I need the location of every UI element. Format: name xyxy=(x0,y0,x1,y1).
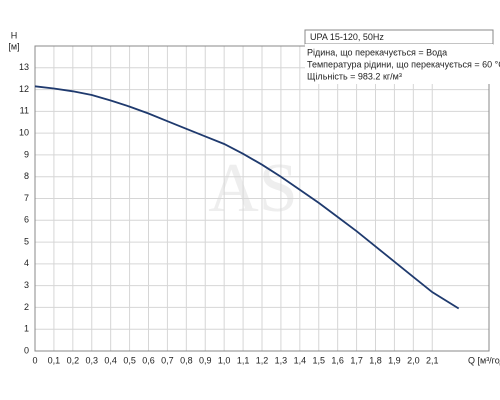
x-tick-label: 1,3 xyxy=(275,355,288,365)
info-line: Щільність = 983.2 кг/м³ xyxy=(307,71,402,81)
y-tick-label: 9 xyxy=(24,149,29,159)
x-tick-label: 1,9 xyxy=(388,355,401,365)
y-tick-label: 13 xyxy=(19,62,29,72)
x-tick-label: 1,0 xyxy=(218,355,231,365)
x-tick-label: 1,7 xyxy=(350,355,363,365)
x-tick-label: 2,0 xyxy=(407,355,420,365)
y-tick-label: 4 xyxy=(24,258,29,268)
x-tick-label: 0,8 xyxy=(180,355,193,365)
y-tick-label: 1 xyxy=(24,324,29,334)
curve xyxy=(34,85,460,310)
y-tick-label: 7 xyxy=(24,193,29,203)
y-tick-label: 6 xyxy=(24,215,29,225)
x-tick-label: 1,6 xyxy=(331,355,344,365)
y-tick-label: 10 xyxy=(19,128,29,138)
y-tick-label: 8 xyxy=(24,171,29,181)
y-tick-label: 3 xyxy=(24,280,29,290)
chart-title: UPA 15-120, 50Hz xyxy=(310,32,384,42)
y-tick-label: 0 xyxy=(24,345,29,355)
x-tick-label: 0,3 xyxy=(85,355,98,365)
watermark: AS xyxy=(208,150,297,227)
y-tick-label: 5 xyxy=(24,236,29,246)
x-tick-label: 1,4 xyxy=(294,355,307,365)
x-axis-label: Q [м³/год.] xyxy=(468,355,500,365)
y-tick-label: 2 xyxy=(24,302,29,312)
y-tick-label: 12 xyxy=(19,84,29,94)
info-line: Рідина, що перекачується = Вода xyxy=(307,47,447,57)
y-tick-label: 11 xyxy=(20,106,29,116)
x-tick-label: 2,1 xyxy=(426,355,439,365)
x-tick-label: 1,1 xyxy=(237,355,250,365)
x-tick-label: 0 xyxy=(32,355,37,365)
x-tick-label: 1,8 xyxy=(369,355,382,365)
x-tick-label: 0,9 xyxy=(199,355,212,365)
plot-frame xyxy=(34,45,490,352)
y-axis-unit: [м] xyxy=(8,41,19,51)
x-tick-label: 0,4 xyxy=(104,355,117,365)
x-tick-label: 0,1 xyxy=(48,355,61,365)
x-tick-label: 0,7 xyxy=(161,355,174,365)
x-tick-label: 1,5 xyxy=(312,355,325,365)
x-tick-label: 0,5 xyxy=(123,355,136,365)
info-line: Температура рідини, що перекачується = 6… xyxy=(307,59,500,69)
x-tick-label: 0,6 xyxy=(142,355,155,365)
x-tick-label: 0,2 xyxy=(67,355,80,365)
y-axis-label: H xyxy=(11,30,18,40)
info-box xyxy=(305,44,493,84)
x-tick-label: 1,2 xyxy=(256,355,269,365)
